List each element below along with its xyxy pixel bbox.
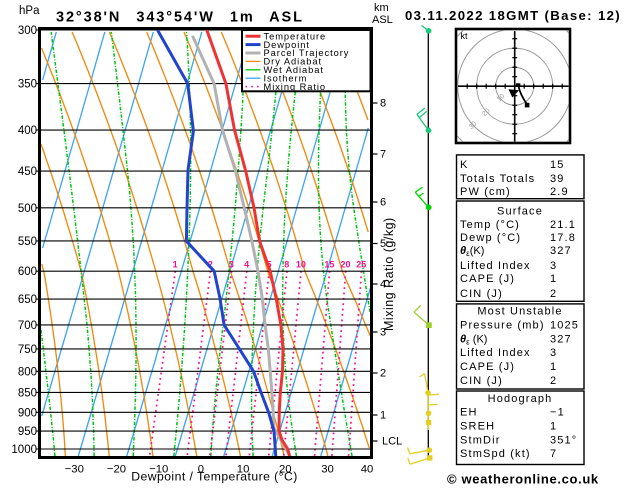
svg-text:Lifted Index: Lifted Index (460, 260, 531, 272)
svg-text:600: 600 (18, 266, 37, 278)
svg-text:Dewpoint / Temperature (°C): Dewpoint / Temperature (°C) (131, 470, 298, 484)
svg-text:θε(K): θε(K) (460, 245, 484, 258)
svg-text:km: km (374, 2, 389, 14)
svg-text:θε (K): θε (K) (460, 333, 487, 346)
svg-text:850: 850 (18, 387, 37, 399)
svg-text:03.11.2022 18GMT (Base: 12): 03.11.2022 18GMT (Base: 12) (405, 8, 621, 23)
svg-text:3: 3 (229, 260, 234, 270)
svg-text:Hodograph: Hodograph (488, 393, 553, 405)
svg-text:750: 750 (18, 344, 37, 356)
svg-text:15: 15 (550, 159, 565, 171)
svg-text:1000: 1000 (11, 444, 37, 456)
svg-text:Dewpoint: Dewpoint (264, 40, 310, 50)
svg-text:20: 20 (279, 463, 292, 475)
svg-text:hPa: hPa (19, 5, 40, 17)
svg-text:3: 3 (380, 327, 386, 339)
svg-text:10: 10 (496, 93, 507, 104)
svg-text:900: 900 (18, 407, 37, 419)
svg-text:650: 650 (18, 294, 37, 306)
svg-text:K: K (460, 159, 469, 171)
svg-text:39: 39 (550, 173, 565, 185)
svg-text:Most Unstable: Most Unstable (477, 306, 562, 318)
svg-text:EH: EH (460, 407, 478, 419)
svg-text:15: 15 (324, 260, 334, 270)
svg-text:32°38'N 343°54'W 1m ASL: 32°38'N 343°54'W 1m ASL (56, 10, 304, 26)
svg-text:StmDir: StmDir (460, 434, 501, 446)
svg-text:Temperature: Temperature (264, 31, 327, 41)
svg-text:40: 40 (361, 463, 374, 475)
svg-text:5: 5 (380, 238, 386, 250)
svg-text:Totals Totals: Totals Totals (460, 173, 535, 185)
svg-text:8: 8 (380, 98, 386, 110)
svg-text:1: 1 (380, 410, 386, 422)
svg-text:Parcel Trajectory: Parcel Trajectory (264, 48, 350, 58)
svg-text:© weatheronline.co.uk: © weatheronline.co.uk (447, 472, 599, 487)
svg-text:20: 20 (481, 107, 492, 118)
svg-text:30: 30 (321, 463, 334, 475)
svg-text:kt: kt (461, 31, 469, 41)
svg-text:Pressure (mb): Pressure (mb) (460, 319, 545, 331)
svg-text:17.8: 17.8 (550, 232, 576, 244)
svg-text:3: 3 (550, 260, 557, 272)
svg-text:2: 2 (550, 288, 557, 300)
svg-text:1: 1 (550, 361, 557, 373)
svg-text:1025: 1025 (550, 319, 579, 331)
svg-text:CIN (J): CIN (J) (460, 375, 503, 387)
svg-text:30: 30 (468, 120, 479, 131)
svg-text:Lifted Index: Lifted Index (460, 347, 531, 359)
svg-text:Surface: Surface (497, 206, 543, 218)
svg-text:10: 10 (296, 260, 306, 270)
svg-text:500: 500 (18, 203, 37, 215)
svg-text:4: 4 (380, 279, 386, 291)
svg-text:−10: −10 (149, 463, 168, 475)
svg-text:Dewp (°C): Dewp (°C) (460, 232, 521, 244)
svg-text:2.9: 2.9 (550, 186, 569, 198)
svg-text:Wet Adiabat: Wet Adiabat (264, 65, 324, 75)
svg-text:CIN (J): CIN (J) (460, 288, 503, 300)
svg-text:300: 300 (18, 25, 37, 37)
svg-text:1: 1 (550, 273, 557, 285)
svg-text:327: 327 (550, 245, 572, 257)
svg-text:450: 450 (18, 166, 37, 178)
svg-text:0: 0 (198, 463, 204, 475)
svg-text:7: 7 (550, 448, 557, 460)
svg-text:1: 1 (550, 421, 557, 433)
svg-text:800: 800 (18, 366, 37, 378)
svg-text:2: 2 (208, 260, 213, 270)
svg-text:3: 3 (550, 347, 557, 359)
svg-text:2: 2 (550, 375, 557, 387)
svg-text:1: 1 (173, 260, 178, 270)
svg-text:−30: −30 (65, 463, 84, 475)
svg-text:Temp (°C): Temp (°C) (460, 219, 520, 231)
svg-text:ASL: ASL (372, 14, 393, 26)
svg-text:Dry Adiabat: Dry Adiabat (264, 57, 323, 67)
svg-text:6: 6 (380, 197, 386, 209)
svg-text:StmSpd (kt): StmSpd (kt) (460, 448, 531, 460)
svg-text:−1: −1 (550, 407, 565, 419)
svg-text:550: 550 (18, 236, 37, 248)
svg-text:400: 400 (18, 125, 37, 137)
svg-text:20: 20 (340, 260, 350, 270)
svg-text:7: 7 (380, 149, 386, 161)
svg-text:21.1: 21.1 (550, 219, 576, 231)
svg-text:CAPE (J): CAPE (J) (460, 273, 515, 285)
svg-text:2: 2 (380, 368, 386, 380)
svg-text:8: 8 (284, 260, 289, 270)
svg-text:LCL: LCL (382, 436, 402, 448)
svg-text:351°: 351° (550, 434, 577, 446)
svg-text:Mixing Ratio (g/kg): Mixing Ratio (g/kg) (382, 217, 396, 331)
svg-text:CAPE (J): CAPE (J) (460, 361, 515, 373)
svg-text:Mixing Ratio: Mixing Ratio (264, 82, 327, 92)
svg-text:327: 327 (550, 333, 572, 345)
svg-text:−20: −20 (107, 463, 126, 475)
svg-text:350: 350 (18, 79, 37, 91)
svg-text:950: 950 (18, 426, 37, 438)
svg-text:700: 700 (18, 320, 37, 332)
svg-text:25: 25 (356, 260, 366, 270)
svg-text:10: 10 (237, 463, 250, 475)
svg-text:Isotherm: Isotherm (264, 73, 308, 83)
svg-text:SREH: SREH (460, 421, 495, 433)
svg-text:4: 4 (244, 260, 249, 270)
svg-text:PW (cm): PW (cm) (460, 186, 511, 198)
